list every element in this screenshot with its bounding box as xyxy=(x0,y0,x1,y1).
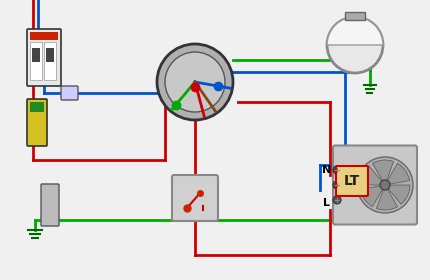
Circle shape xyxy=(157,44,233,120)
Circle shape xyxy=(333,181,341,189)
Wedge shape xyxy=(360,185,385,207)
Bar xyxy=(46,48,54,62)
Circle shape xyxy=(380,180,390,190)
Bar xyxy=(44,42,56,80)
Text: N: N xyxy=(322,165,332,175)
Bar xyxy=(30,32,58,40)
Circle shape xyxy=(327,17,383,73)
Wedge shape xyxy=(372,160,393,185)
FancyBboxPatch shape xyxy=(27,29,61,86)
Text: L: L xyxy=(323,198,331,208)
Bar xyxy=(30,102,44,112)
FancyBboxPatch shape xyxy=(333,146,417,225)
Wedge shape xyxy=(385,163,410,185)
Wedge shape xyxy=(327,17,383,45)
FancyBboxPatch shape xyxy=(27,99,47,146)
FancyBboxPatch shape xyxy=(61,86,78,100)
Wedge shape xyxy=(385,185,410,204)
FancyBboxPatch shape xyxy=(172,175,218,221)
FancyBboxPatch shape xyxy=(41,184,59,226)
Circle shape xyxy=(165,52,225,112)
Bar xyxy=(30,42,42,80)
Bar xyxy=(32,48,40,62)
Wedge shape xyxy=(360,166,385,185)
Wedge shape xyxy=(376,185,397,210)
Circle shape xyxy=(333,196,341,204)
Circle shape xyxy=(333,166,341,174)
Text: LT: LT xyxy=(344,174,360,188)
Bar xyxy=(345,12,365,20)
FancyBboxPatch shape xyxy=(336,166,368,196)
Circle shape xyxy=(357,157,413,213)
